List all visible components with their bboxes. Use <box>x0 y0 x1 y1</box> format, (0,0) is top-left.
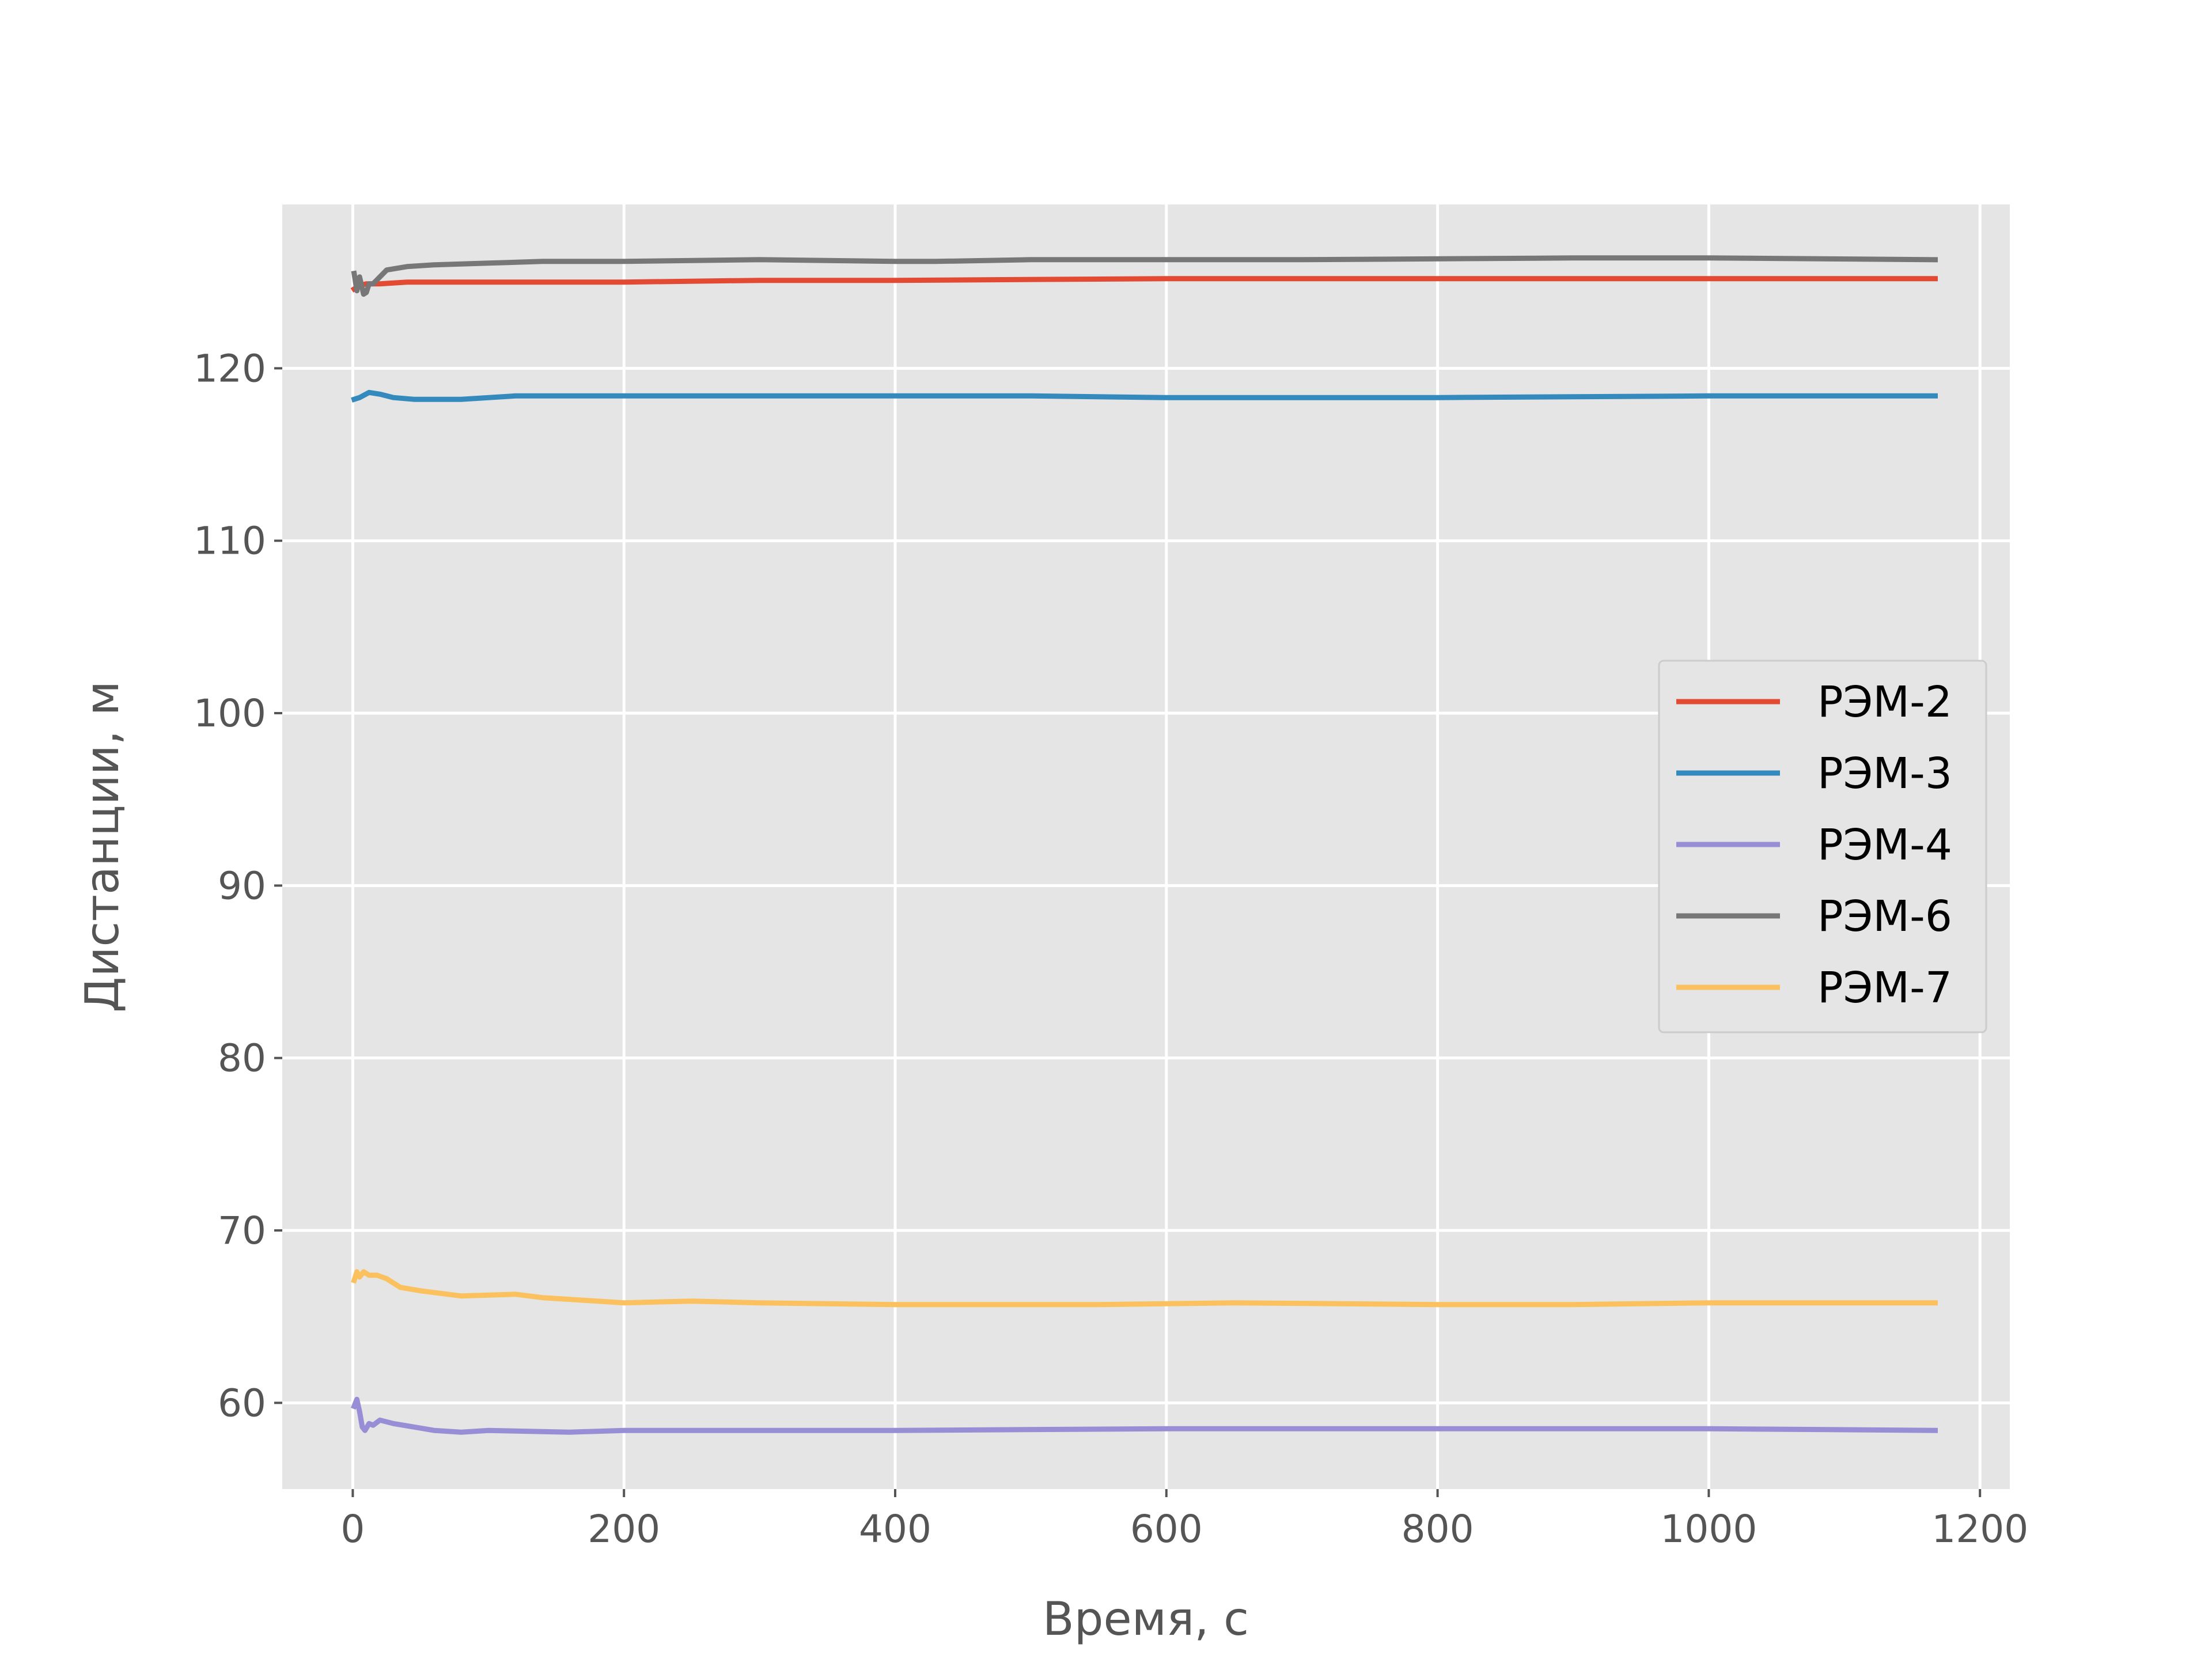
series-line <box>351 389 1938 403</box>
series-line <box>350 276 1938 293</box>
y-axis-label: Дистанции, м <box>75 681 129 1013</box>
legend-label: РЭМ-7 <box>1817 963 1952 1013</box>
series-line <box>351 1269 1938 1308</box>
y-tick-label: 60 <box>218 1381 266 1425</box>
legend: РЭМ-2 РЭМ-3 РЭМ-4 РЭМ-6 РЭМ-7 <box>1658 660 1987 1033</box>
x-tick-label: 1200 <box>1931 1507 2028 1551</box>
legend-label: РЭМ-3 <box>1817 749 1952 798</box>
series-lines <box>350 255 1938 1435</box>
tick-labels: 0 200 400 600 800 1000 1200 60 70 80 90 100 110 120 <box>194 346 2028 1551</box>
legend-label: РЭМ-6 <box>1817 892 1952 941</box>
y-tick-label: 100 <box>194 691 266 736</box>
legend-items: РЭМ-2 РЭМ-3 РЭМ-4 РЭМ-6 РЭМ-7 <box>1676 677 1952 1013</box>
y-tick-label: 80 <box>218 1036 266 1081</box>
x-tick-label: 400 <box>859 1507 931 1551</box>
x-tick-label: 600 <box>1130 1507 1203 1551</box>
y-tick-label: 70 <box>218 1209 266 1253</box>
x-tick-label: 200 <box>588 1507 660 1551</box>
y-tick-label: 120 <box>194 346 266 391</box>
legend-label: РЭМ-2 <box>1817 677 1952 727</box>
series-line <box>350 1396 1938 1435</box>
legend-label: РЭМ-4 <box>1817 820 1952 870</box>
series-line <box>351 255 1938 297</box>
tick-marks <box>274 367 1982 1497</box>
legend-frame <box>1658 660 1987 1033</box>
x-tick-label: 800 <box>1402 1507 1474 1551</box>
y-tick-label: 90 <box>218 863 266 908</box>
x-tick-label: 1000 <box>1660 1507 1757 1551</box>
y-tick-label: 110 <box>194 519 266 563</box>
x-axis-label: Время, с <box>1043 1592 1249 1646</box>
x-tick-label: 0 <box>340 1507 365 1551</box>
